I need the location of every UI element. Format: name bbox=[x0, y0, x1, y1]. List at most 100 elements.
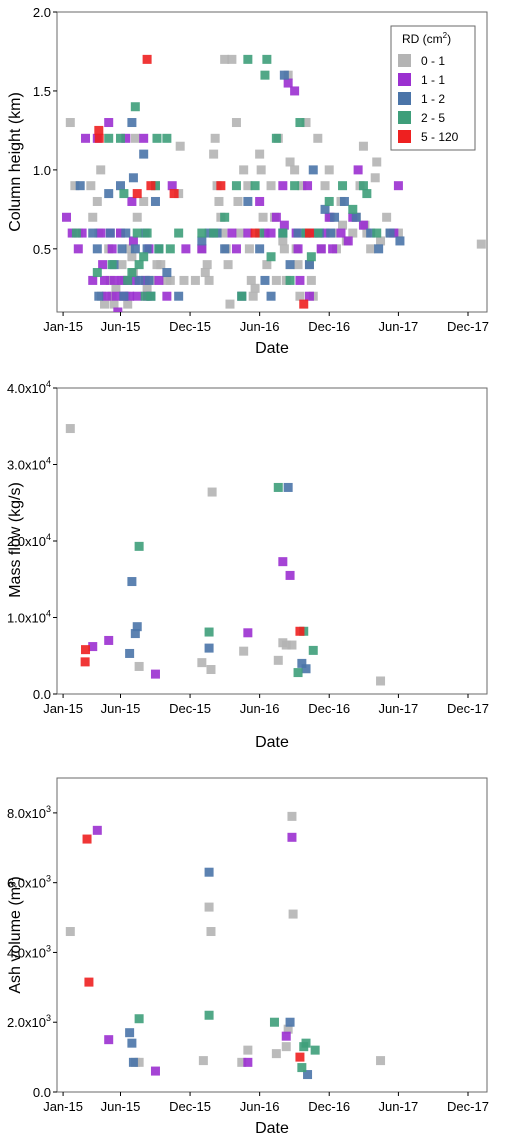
data-point bbox=[285, 570, 295, 580]
data-point bbox=[104, 189, 114, 199]
series-rd_1_1 bbox=[92, 825, 297, 1076]
data-point bbox=[324, 212, 334, 222]
y-tick-label: 2.0x103 bbox=[7, 1013, 51, 1030]
data-point bbox=[308, 645, 318, 655]
x-axis-label: Date bbox=[255, 734, 289, 751]
data-point bbox=[248, 291, 258, 301]
data-point bbox=[204, 627, 214, 637]
data-point bbox=[117, 244, 127, 254]
data-point bbox=[111, 283, 121, 293]
x-tick-label: Jun-15 bbox=[101, 1099, 141, 1114]
data-point bbox=[92, 268, 102, 278]
data-point bbox=[262, 260, 272, 270]
data-point bbox=[134, 260, 144, 270]
series-rd_1_1 bbox=[88, 557, 295, 679]
x-tick-label: Jan-15 bbox=[43, 701, 83, 716]
data-point bbox=[260, 70, 270, 80]
legend-title: RD (cm2) bbox=[402, 31, 451, 46]
data-point bbox=[295, 118, 305, 128]
data-point bbox=[310, 1045, 320, 1055]
x-axis-label: Date bbox=[255, 1120, 289, 1137]
data-point bbox=[295, 626, 305, 636]
data-point bbox=[174, 228, 184, 238]
x-tick-label: Jan-15 bbox=[43, 319, 83, 334]
data-point bbox=[295, 291, 305, 301]
data-point bbox=[283, 482, 293, 492]
legend-swatch bbox=[398, 92, 411, 105]
data-point bbox=[111, 291, 121, 301]
data-point bbox=[295, 275, 305, 285]
data-point bbox=[372, 157, 382, 167]
x-tick-label: Jan-15 bbox=[43, 1099, 83, 1114]
data-point bbox=[70, 181, 80, 191]
data-point bbox=[237, 1057, 247, 1067]
data-point bbox=[281, 1031, 291, 1041]
series-rd_1_2 bbox=[125, 867, 313, 1080]
data-point bbox=[100, 275, 110, 285]
data-point bbox=[358, 181, 368, 191]
data-point bbox=[200, 268, 210, 278]
legend-label: 5 - 120 bbox=[421, 130, 459, 144]
data-point bbox=[320, 228, 330, 238]
data-point bbox=[225, 299, 235, 309]
data-point bbox=[84, 977, 94, 987]
data-point bbox=[117, 260, 127, 270]
data-point bbox=[295, 1052, 305, 1062]
data-point bbox=[285, 1017, 295, 1027]
data-point bbox=[165, 244, 175, 254]
data-point bbox=[142, 283, 152, 293]
data-point bbox=[125, 648, 135, 658]
y-tick-label: 1.0 bbox=[33, 163, 51, 178]
data-point bbox=[362, 189, 372, 199]
data-point bbox=[320, 204, 330, 214]
data-point bbox=[65, 927, 75, 937]
data-point bbox=[297, 1063, 307, 1073]
series-rd_1_2 bbox=[125, 482, 311, 674]
data-point bbox=[293, 244, 303, 254]
plot-frame bbox=[56, 777, 488, 1093]
y-axis-label: Ash volume (m³) bbox=[7, 876, 24, 993]
data-point bbox=[142, 228, 152, 238]
data-point bbox=[140, 291, 150, 301]
data-point bbox=[351, 212, 361, 222]
data-point bbox=[358, 141, 368, 151]
data-point bbox=[320, 181, 330, 191]
data-point bbox=[197, 236, 207, 246]
data-point bbox=[266, 291, 276, 301]
legend-swatch bbox=[398, 111, 411, 124]
data-point bbox=[150, 669, 160, 679]
data-point bbox=[92, 244, 102, 254]
data-point bbox=[96, 228, 106, 238]
y-tick-label: 2.0x104 bbox=[7, 532, 51, 549]
data-point bbox=[326, 228, 336, 238]
y-tick-label: 1.0x104 bbox=[7, 609, 51, 626]
data-point bbox=[73, 244, 83, 254]
legend-entries: 0 - 1 1 - 1 1 - 2 2 - 5 5 - 120 bbox=[398, 54, 459, 144]
data-point bbox=[336, 228, 346, 238]
data-point bbox=[104, 118, 114, 128]
series-rd_5_120 bbox=[80, 626, 305, 667]
data-point bbox=[303, 181, 313, 191]
data-point bbox=[154, 244, 164, 254]
data-point bbox=[214, 196, 224, 206]
data-point bbox=[104, 133, 114, 143]
data-point bbox=[206, 927, 216, 937]
data-point bbox=[146, 181, 156, 191]
data-point bbox=[119, 291, 129, 301]
data-point bbox=[262, 54, 272, 64]
data-point bbox=[273, 655, 283, 665]
data-point bbox=[125, 291, 135, 301]
x-tick-label: Jun-17 bbox=[379, 319, 419, 334]
data-point bbox=[287, 640, 297, 650]
data-point bbox=[127, 577, 137, 587]
y-tick-label: 3.0x104 bbox=[7, 456, 51, 473]
data-point bbox=[287, 832, 297, 842]
data-point bbox=[393, 228, 403, 238]
data-point bbox=[348, 228, 358, 238]
data-point bbox=[207, 487, 217, 497]
data-point bbox=[231, 118, 241, 128]
data-point bbox=[123, 299, 133, 309]
data-point bbox=[281, 640, 291, 650]
data-point bbox=[243, 181, 253, 191]
data-point bbox=[175, 141, 185, 151]
